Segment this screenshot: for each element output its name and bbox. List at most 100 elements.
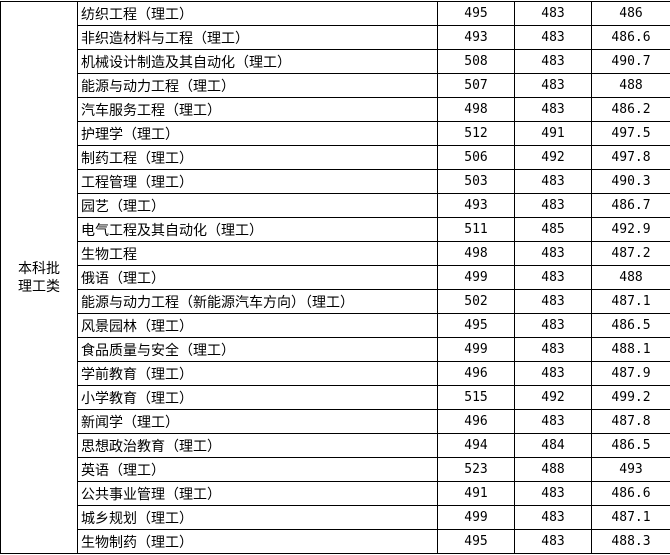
avg-score-cell: 486.7 (591, 193, 670, 218)
batch-category-line: 本科批 (18, 260, 60, 277)
max-score-cell: 499 (437, 265, 515, 290)
min-score-cell: 492 (514, 385, 592, 410)
min-score-cell: 484 (514, 433, 592, 458)
table-row: 新闻学（理工） 496 483 487.8 (1, 409, 670, 434)
table-row: 食品质量与安全（理工） 499 483 488.1 (1, 337, 670, 362)
max-score-cell: 507 (437, 73, 515, 98)
min-score-cell: 491 (514, 121, 592, 146)
avg-score-cell: 487.1 (591, 289, 670, 314)
major-cell: 生物工程 (77, 241, 438, 266)
major-cell: 俄语（理工） (77, 265, 438, 290)
table-row: 公共事业管理（理工） 491 483 486.6 (1, 481, 670, 506)
avg-score-cell: 488 (591, 73, 670, 98)
max-score-cell: 495 (437, 313, 515, 338)
min-score-cell: 483 (514, 169, 592, 194)
avg-score-cell: 486 (591, 1, 670, 26)
major-cell: 风景园林（理工） (77, 313, 438, 338)
avg-score-cell: 487.8 (591, 409, 670, 434)
max-score-cell: 491 (437, 481, 515, 506)
max-score-cell: 496 (437, 361, 515, 386)
min-score-cell: 483 (514, 361, 592, 386)
min-score-cell: 483 (514, 505, 592, 530)
table-row: 汽车服务工程（理工） 498 483 486.2 (1, 97, 670, 122)
table-row: 园艺（理工） 493 483 486.7 (1, 193, 670, 218)
min-score-cell: 483 (514, 73, 592, 98)
avg-score-cell: 497.8 (591, 145, 670, 170)
min-score-cell: 492 (514, 145, 592, 170)
max-score-cell: 515 (437, 385, 515, 410)
max-score-cell: 506 (437, 145, 515, 170)
table-row: 小学教育（理工） 515 492 499.2 (1, 385, 670, 410)
major-cell: 新闻学（理工） (77, 409, 438, 434)
avg-score-cell: 487.2 (591, 241, 670, 266)
max-score-cell: 494 (437, 433, 515, 458)
min-score-cell: 483 (514, 1, 592, 26)
avg-score-cell: 486.2 (591, 97, 670, 122)
table-row: 英语（理工） 523 488 493 (1, 457, 670, 482)
avg-score-cell: 499.2 (591, 385, 670, 410)
max-score-cell: 523 (437, 457, 515, 482)
min-score-cell: 483 (514, 481, 592, 506)
min-score-cell: 483 (514, 97, 592, 122)
max-score-cell: 503 (437, 169, 515, 194)
major-cell: 工程管理（理工） (77, 169, 438, 194)
table-row: 思想政治教育（理工） 494 484 486.5 (1, 433, 670, 458)
avg-score-cell: 486.6 (591, 25, 670, 50)
major-cell: 思想政治教育（理工） (77, 433, 438, 458)
major-cell: 能源与动力工程（理工） (77, 73, 438, 98)
table-row: 生物制药（理工） 495 483 488.3 (1, 529, 670, 554)
max-score-cell: 498 (437, 97, 515, 122)
major-cell: 机械设计制造及其自动化（理工） (77, 49, 438, 74)
major-cell: 电气工程及其自动化（理工） (77, 217, 438, 242)
major-cell: 公共事业管理（理工） (77, 481, 438, 506)
min-score-cell: 485 (514, 217, 592, 242)
avg-score-cell: 493 (591, 457, 670, 482)
batch-category-cell: 本科批 理工类 (0, 1, 78, 554)
major-cell: 小学教育（理工） (77, 385, 438, 410)
major-cell: 非织造材料与工程（理工） (77, 25, 438, 50)
table-row: 生物工程 498 483 487.2 (1, 241, 670, 266)
table-row: 制药工程（理工） 506 492 497.8 (1, 145, 670, 170)
avg-score-cell: 488.3 (591, 529, 670, 554)
major-cell: 英语（理工） (77, 457, 438, 482)
avg-score-cell: 486.5 (591, 313, 670, 338)
min-score-cell: 483 (514, 241, 592, 266)
max-score-cell: 496 (437, 409, 515, 434)
table-row: 电气工程及其自动化（理工） 511 485 492.9 (1, 217, 670, 242)
batch-category-line: 理工类 (18, 278, 60, 295)
max-score-cell: 493 (437, 25, 515, 50)
major-cell: 食品质量与安全（理工） (77, 337, 438, 362)
min-score-cell: 483 (514, 289, 592, 314)
table-row: 护理学（理工） 512 491 497.5 (1, 121, 670, 146)
max-score-cell: 495 (437, 529, 515, 554)
major-cell: 学前教育（理工） (77, 361, 438, 386)
table-row: 城乡规划（理工） 499 483 487.1 (1, 505, 670, 530)
min-score-cell: 483 (514, 409, 592, 434)
table-row: 能源与动力工程（理工） 507 483 488 (1, 73, 670, 98)
max-score-cell: 498 (437, 241, 515, 266)
avg-score-cell: 497.5 (591, 121, 670, 146)
min-score-cell: 483 (514, 265, 592, 290)
avg-score-cell: 487.1 (591, 505, 670, 530)
avg-score-cell: 490.3 (591, 169, 670, 194)
table-row: 非织造材料与工程（理工） 493 483 486.6 (1, 25, 670, 50)
min-score-cell: 488 (514, 457, 592, 482)
avg-score-cell: 486.6 (591, 481, 670, 506)
avg-score-cell: 490.7 (591, 49, 670, 74)
avg-score-cell: 486.5 (591, 433, 670, 458)
avg-score-cell: 492.9 (591, 217, 670, 242)
table-row: 机械设计制造及其自动化（理工） 508 483 490.7 (1, 49, 670, 74)
max-score-cell: 512 (437, 121, 515, 146)
table-row: 工程管理（理工） 503 483 490.3 (1, 169, 670, 194)
max-score-cell: 508 (437, 49, 515, 74)
min-score-cell: 483 (514, 529, 592, 554)
min-score-cell: 483 (514, 49, 592, 74)
max-score-cell: 499 (437, 505, 515, 530)
major-cell: 生物制药（理工） (77, 529, 438, 554)
major-cell: 能源与动力工程（新能源汽车方向）（理工） (77, 289, 438, 314)
max-score-cell: 499 (437, 337, 515, 362)
max-score-cell: 495 (437, 1, 515, 26)
table-row: 风景园林（理工） 495 483 486.5 (1, 313, 670, 338)
